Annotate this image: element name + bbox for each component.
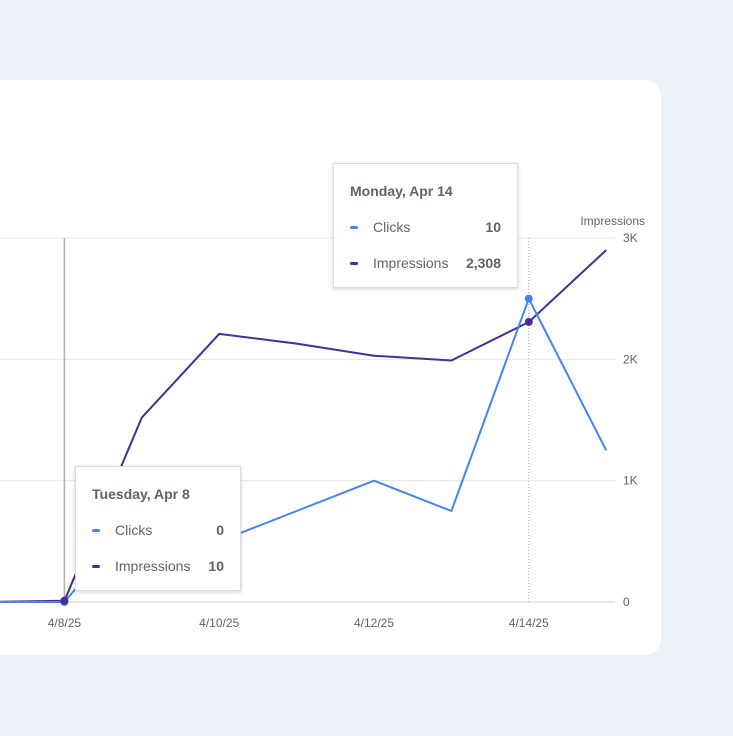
x-tick-label: 4/14/25 [509,616,549,630]
tooltip-label: Impressions [115,558,191,574]
tooltip-selected: Tuesday, Apr 8 Clicks 0 Impressions 10 [75,466,241,591]
right-axis-title: Impressions [580,214,645,228]
y-tick-label: 0 [623,595,630,609]
tooltip-value: 2,308 [465,255,501,271]
tooltip-date: Monday, Apr 14 [350,183,453,199]
clicks-legend-dot [350,226,358,229]
tick-layer: 0 1K 2K 3K 4/8/25 4/10/25 4/12/25 4/14/25 [48,231,638,630]
tooltip-label: Clicks [115,522,153,538]
tooltip-date: Tuesday, Apr 8 [92,486,190,502]
y-tick-label: 2K [623,352,638,366]
y-tick-label: 3K [623,231,638,245]
tooltip-row-clicks: Clicks 0 [92,522,224,540]
impressions-legend-dot [92,565,100,568]
tooltip-value: 10 [485,219,501,235]
tooltip-row-impressions: Impressions 10 [92,558,224,576]
tooltip-value: 0 [216,522,224,538]
y-tick-label: 1K [623,474,638,488]
tooltip-row-impressions: Impressions 2,308 [350,255,501,273]
tooltip-value: 10 [208,558,224,574]
x-tick-label: 4/8/25 [48,616,82,630]
clicks-point[interactable] [524,294,533,303]
impressions-point[interactable] [524,317,533,326]
x-tick-label: 4/10/25 [199,616,239,630]
clicks-legend-dot [92,529,100,532]
tooltip-label: Clicks [373,219,411,235]
impressions-point[interactable] [60,596,69,605]
impressions-legend-dot [350,262,358,265]
tooltip-label: Impressions [373,255,449,271]
x-tick-label: 4/12/25 [354,616,394,630]
tooltip-row-clicks: Clicks 10 [350,219,501,237]
tooltip-hover: Monday, Apr 14 Clicks 10 Impressions 2,3… [333,163,518,288]
